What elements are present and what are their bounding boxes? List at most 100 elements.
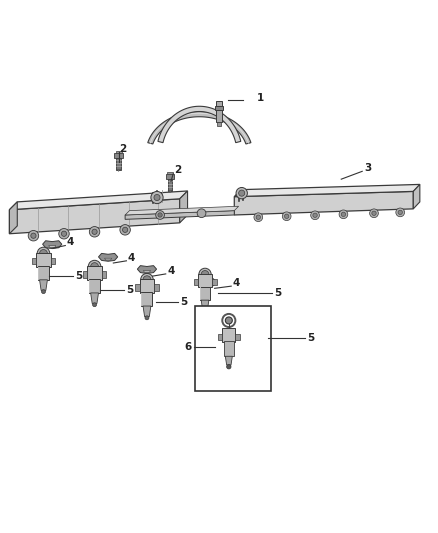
Circle shape (91, 263, 99, 271)
Circle shape (141, 273, 153, 286)
Circle shape (158, 213, 162, 217)
Bar (198, 273, 212, 287)
Polygon shape (158, 106, 241, 143)
Polygon shape (197, 279, 216, 287)
Polygon shape (168, 190, 172, 192)
Circle shape (151, 191, 163, 204)
Bar (216, 101, 222, 123)
Polygon shape (125, 206, 239, 215)
Circle shape (143, 276, 151, 284)
Polygon shape (144, 270, 150, 272)
Polygon shape (49, 246, 56, 247)
Bar (135, 285, 140, 290)
Circle shape (199, 268, 211, 280)
Polygon shape (117, 169, 121, 171)
Circle shape (92, 303, 96, 306)
Bar (154, 285, 159, 290)
Polygon shape (148, 111, 251, 144)
Text: 5: 5 (307, 333, 314, 343)
Polygon shape (180, 191, 187, 223)
Polygon shape (225, 356, 232, 365)
Bar (167, 172, 173, 174)
Text: 2: 2 (119, 143, 127, 154)
Circle shape (339, 210, 348, 219)
Text: 5: 5 (75, 271, 82, 281)
Circle shape (145, 316, 149, 320)
Circle shape (283, 212, 291, 221)
Bar (166, 174, 174, 179)
Text: 4: 4 (167, 266, 175, 276)
Bar (200, 287, 210, 300)
Circle shape (254, 213, 263, 222)
Circle shape (226, 365, 231, 369)
Text: 2: 2 (174, 165, 181, 175)
Circle shape (88, 260, 101, 273)
Bar (50, 258, 55, 264)
Polygon shape (39, 280, 47, 290)
Circle shape (225, 317, 232, 324)
Bar (235, 334, 240, 340)
Bar (38, 266, 49, 280)
Circle shape (89, 227, 100, 237)
Bar (116, 151, 122, 153)
Circle shape (311, 211, 319, 220)
Circle shape (396, 208, 405, 217)
Bar (217, 122, 221, 126)
Circle shape (120, 224, 131, 235)
Polygon shape (10, 191, 187, 210)
Bar (212, 279, 216, 285)
Bar (88, 266, 102, 280)
Text: 5: 5 (180, 297, 188, 308)
Circle shape (61, 231, 67, 236)
Circle shape (370, 209, 378, 217)
Circle shape (201, 271, 209, 278)
Text: 6: 6 (185, 342, 192, 352)
Text: 3: 3 (364, 163, 371, 173)
Polygon shape (143, 306, 151, 317)
Circle shape (236, 188, 247, 199)
Polygon shape (234, 184, 420, 197)
Bar (102, 271, 106, 278)
Circle shape (197, 209, 206, 217)
Circle shape (398, 210, 403, 215)
Polygon shape (10, 202, 17, 234)
Circle shape (341, 212, 346, 216)
Bar (140, 279, 154, 293)
Polygon shape (99, 253, 118, 261)
Polygon shape (413, 184, 420, 209)
Polygon shape (42, 241, 62, 248)
Circle shape (59, 229, 69, 239)
Circle shape (239, 190, 245, 196)
Bar (141, 292, 152, 306)
Polygon shape (138, 265, 156, 273)
Circle shape (28, 230, 39, 241)
Text: 4: 4 (233, 278, 240, 288)
Bar (114, 153, 123, 158)
Polygon shape (234, 191, 413, 215)
Circle shape (155, 211, 164, 220)
Bar (117, 158, 121, 169)
Bar (195, 306, 272, 391)
Circle shape (92, 229, 97, 235)
Bar (218, 334, 222, 340)
Bar (83, 271, 88, 278)
Bar (168, 179, 172, 190)
Text: 4: 4 (67, 238, 74, 247)
Bar (32, 258, 36, 264)
Circle shape (285, 214, 289, 219)
Circle shape (37, 247, 50, 260)
Circle shape (123, 227, 128, 232)
Circle shape (203, 310, 207, 313)
Polygon shape (125, 211, 234, 220)
Circle shape (372, 211, 376, 215)
Bar (223, 342, 234, 356)
Circle shape (256, 215, 261, 220)
Bar (194, 279, 198, 285)
Bar (215, 106, 223, 110)
Polygon shape (105, 258, 112, 260)
Polygon shape (201, 300, 209, 311)
Polygon shape (91, 293, 99, 303)
Circle shape (42, 289, 46, 294)
Bar (222, 328, 235, 342)
Bar (36, 253, 50, 267)
